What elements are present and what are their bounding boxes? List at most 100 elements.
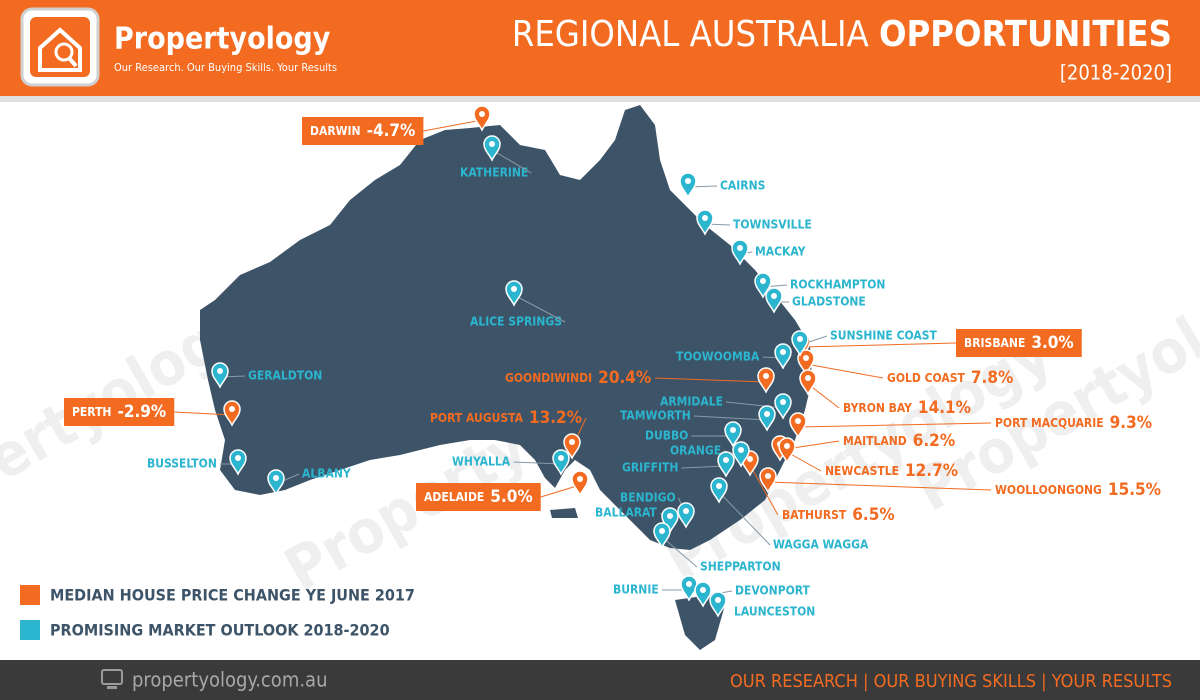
connector [807, 383, 840, 409]
connector [767, 481, 992, 491]
outlook-label: TOWNSVILLE [733, 218, 812, 232]
map-pin [731, 239, 749, 266]
pin-dot [803, 355, 809, 361]
market-label: DARWIN -4.7% [310, 121, 415, 141]
connector [693, 415, 768, 421]
outlook-label: SUNSHINE COAST [830, 329, 937, 343]
map-pin [759, 467, 777, 494]
pin-dot [738, 447, 744, 453]
price-change: 15.5% [1108, 480, 1161, 500]
connector [655, 377, 767, 383]
outlook-label: WAGGA WAGGA [773, 538, 869, 552]
outlook-label: ALICE SPRINGS [470, 315, 562, 329]
market-name: GOLD COAST [887, 371, 966, 385]
map-pin [717, 451, 735, 478]
market-label: BRISBANE 3.0% [964, 333, 1074, 353]
market-label: PORT MACQUARIE 9.3% [995, 413, 1152, 433]
outlook-label: SHEPPARTON [700, 560, 781, 574]
pin-dot [683, 508, 689, 514]
connector [801, 342, 957, 348]
map-pin [799, 369, 817, 396]
connector [540, 484, 581, 498]
header-bar [0, 0, 1200, 96]
map-pin [778, 437, 796, 464]
market-name: WOOLLOONGONG [995, 483, 1102, 497]
connector [725, 401, 784, 409]
map-pin [677, 502, 695, 529]
map-pin [754, 272, 772, 299]
connector [174, 411, 233, 416]
outlook-label: TAMWORTH [620, 409, 691, 423]
map-pin [696, 209, 714, 236]
markers: DARWIN -4.7% PERTH -2.9% ADELAIDE 5.0% BRISBAN… [64, 105, 1161, 619]
australia-mainland [200, 105, 812, 550]
pin-dot [730, 427, 736, 433]
connector [797, 422, 992, 428]
pin-dot [667, 513, 673, 519]
pin-dot [760, 278, 766, 284]
header-shadow [0, 96, 1200, 102]
pin-dot [715, 597, 721, 603]
map-pin [505, 280, 523, 307]
pin-dot [511, 286, 517, 292]
market-label: PERTH -2.9% [72, 402, 166, 422]
price-change: 7.8% [971, 368, 1013, 388]
period: [2018-2020] [1060, 61, 1172, 85]
footer-bar [0, 660, 1200, 700]
map-pin [765, 287, 783, 314]
map-pin [710, 477, 728, 504]
map-pin [223, 400, 241, 427]
pin-dot [763, 373, 769, 379]
pin-dot [685, 178, 691, 184]
connector [661, 536, 698, 568]
pin-dot [686, 581, 692, 587]
market-label: BYRON BAY 14.1% [843, 398, 971, 418]
logo-icon [20, 7, 100, 87]
price-change: 13.2% [529, 408, 582, 428]
map-pin [483, 135, 501, 162]
footer-website[interactable]: propertyology.com.au [132, 668, 328, 692]
tasmania [675, 595, 725, 650]
outlook-label: KATHERINE [460, 166, 528, 180]
connector [718, 491, 771, 546]
map-pin [757, 367, 775, 394]
price-change: 12.7% [905, 461, 958, 481]
market-name: PORT MACQUARIE [995, 416, 1104, 430]
kangaroo-island [550, 508, 578, 518]
label-box [416, 483, 541, 511]
pin-dot [235, 455, 241, 461]
market-name: PORT AUGUSTA [430, 411, 524, 425]
connector [491, 149, 532, 174]
market-label: GOONDIWINDI 20.4% [505, 368, 651, 388]
map-pin [797, 349, 815, 376]
market-name: DARWIN [310, 124, 361, 138]
outlook-label: BENDIGO [620, 491, 676, 505]
pin-dot [765, 473, 771, 479]
pin-dot [558, 455, 564, 461]
pin-dot [577, 476, 583, 482]
connector [513, 294, 566, 323]
map-pin [774, 393, 792, 420]
outlook-label: ARMIDALE [660, 395, 723, 409]
pin-dot [217, 368, 223, 374]
market-name: BRISBANE [964, 336, 1025, 350]
pin-dot [805, 375, 811, 381]
outlook-label: BURNIE [613, 583, 659, 597]
market-label: BATHURST 6.5% [782, 505, 895, 525]
connector [786, 451, 822, 472]
label-box [956, 329, 1082, 357]
market-name: GOONDIWINDI [505, 371, 592, 385]
pin-dot [569, 439, 575, 445]
map-pin [653, 522, 671, 549]
map-pin [709, 591, 727, 618]
map-pin [473, 105, 491, 132]
market-label: MAITLAND 6.2% [843, 431, 955, 451]
price-change: 5.0% [490, 487, 532, 507]
map-pin [724, 421, 742, 448]
connector [681, 465, 727, 469]
market-label: GOLD COAST 7.8% [887, 368, 1013, 388]
market-name: PERTH [72, 405, 111, 419]
connector [423, 119, 483, 132]
market-name: ADELAIDE [424, 490, 484, 504]
